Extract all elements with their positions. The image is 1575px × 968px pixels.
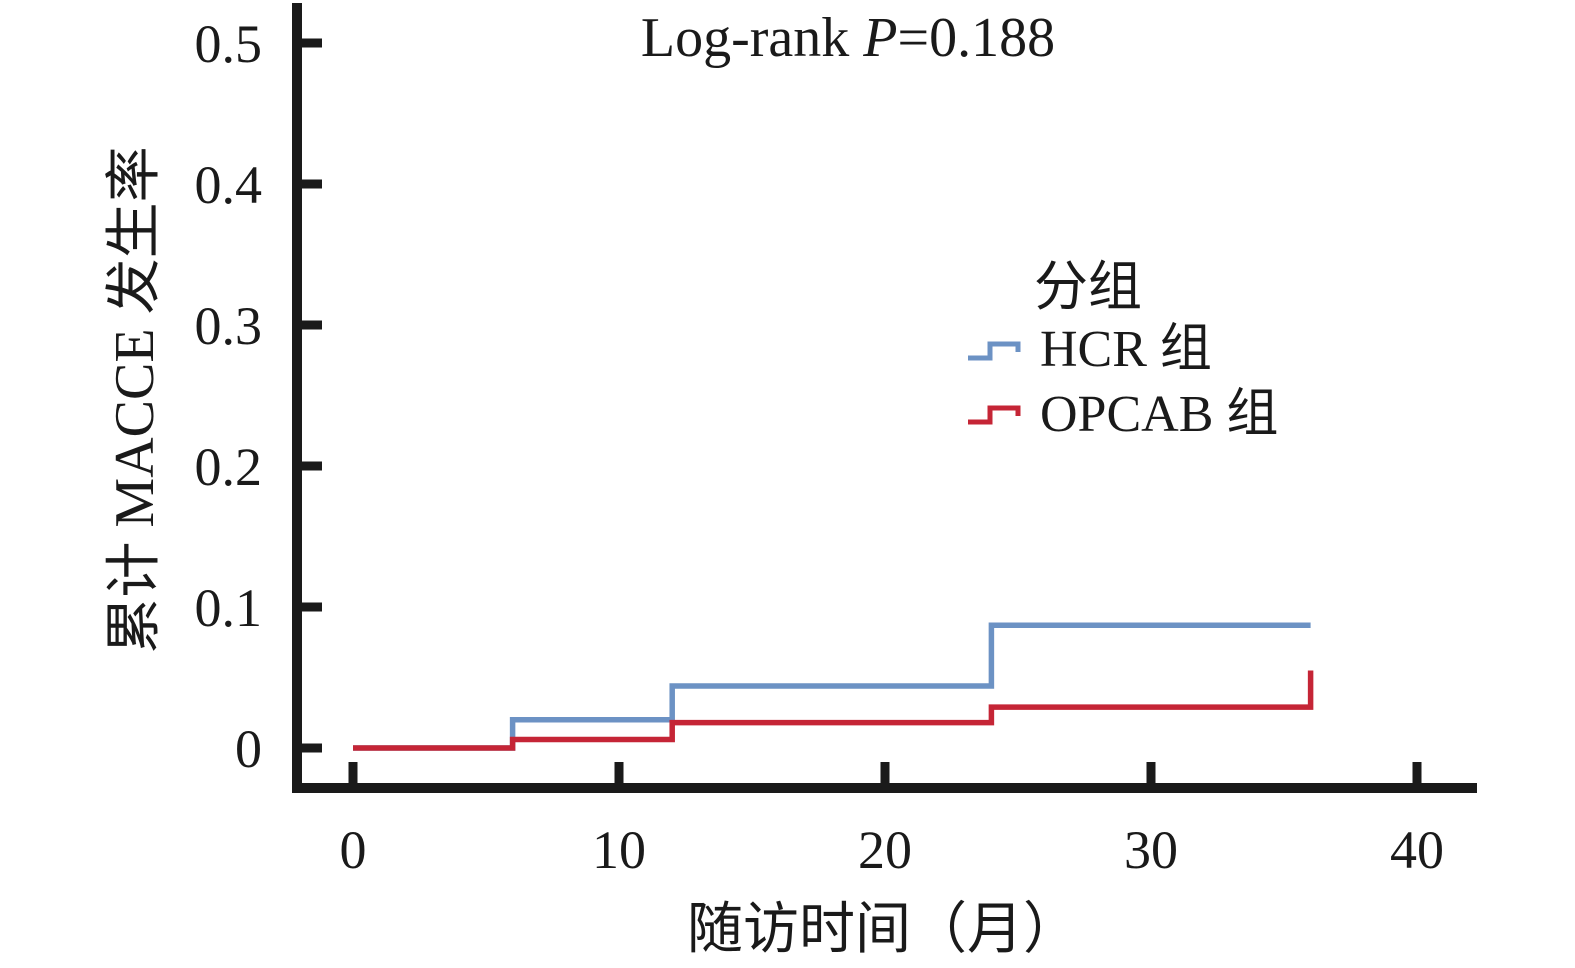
title-prefix: Log-rank <box>641 7 849 69</box>
x-tick-labels-group: 0 10 20 30 40 <box>340 820 1445 880</box>
x-tick-label: 30 <box>1124 820 1178 880</box>
title-p-italic: P <box>862 7 897 69</box>
legend-label-opcab: OPCAB 组 <box>1040 386 1278 443</box>
chart-title: Log-rank P=0.188 <box>641 7 1055 69</box>
y-tick-label: 0.3 <box>195 296 263 356</box>
hcr-step-icon <box>968 341 1021 361</box>
legend: 分组 HCR 组 OPCAB 组 <box>968 257 1278 443</box>
x-tick-label: 10 <box>592 820 646 880</box>
y-axis-label: 累计 MACCE 发生率 <box>104 146 166 653</box>
legend-label-hcr: HCR 组 <box>1040 321 1212 378</box>
x-ticks-group <box>348 762 1422 788</box>
x-tick-label: 40 <box>1390 820 1444 880</box>
y-tick-label: 0.2 <box>195 437 263 497</box>
legend-title: 分组 <box>1034 257 1142 317</box>
opcab-step-icon <box>968 405 1021 425</box>
axes-group <box>292 3 1477 793</box>
y-ticks-group <box>297 38 322 753</box>
title-suffix: =0.188 <box>897 7 1055 69</box>
x-axis-label: 随访时间（月） <box>687 899 1079 961</box>
y-tick-label: 0.5 <box>195 14 263 74</box>
y-tick-label: 0.4 <box>195 155 263 215</box>
x-tick-label: 0 <box>340 820 367 880</box>
curves-group <box>353 622 1314 751</box>
hcr-curve <box>353 622 1311 751</box>
y-tick-label: 0.1 <box>195 578 263 638</box>
y-tick-label: 0 <box>235 719 262 779</box>
y-tick-labels-group: 0 0.1 0.2 0.3 0.4 0.5 <box>195 14 263 779</box>
opcab-curve <box>353 670 1314 751</box>
x-tick-label: 20 <box>858 820 912 880</box>
